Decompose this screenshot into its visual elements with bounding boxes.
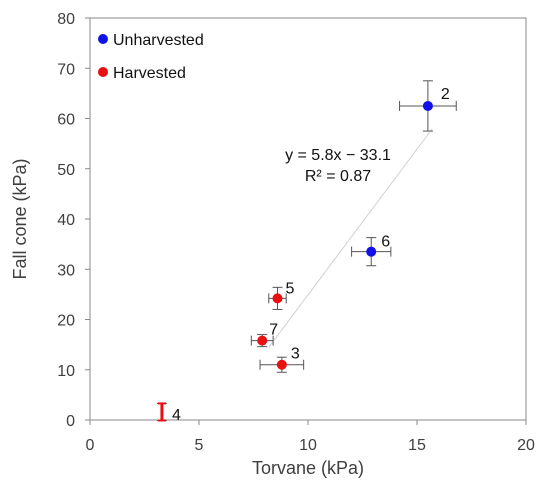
series-harvested: 5 73 4 (156, 280, 305, 424)
trendline-layer (268, 128, 433, 348)
data-point (272, 293, 283, 304)
y-tick-label: 40 (57, 212, 75, 229)
data-point (276, 359, 287, 370)
series-unharvested: 26 (351, 80, 457, 267)
y-tick-label: 50 (57, 162, 75, 179)
y-axis-title: Fall cone (kPa) (10, 158, 30, 279)
legend-marker-harvested (98, 67, 108, 77)
point-label: 6 (381, 234, 390, 251)
x-tick-label: 0 (86, 437, 95, 454)
point-label: 2 (441, 86, 450, 103)
trendline-equation-text: y = 5.8x − 33.1 (285, 147, 391, 164)
legend-label-unharvested: Unharvested (113, 32, 204, 49)
point-label: 7 (269, 322, 278, 339)
y-tick-label: 10 (57, 363, 75, 380)
x-tick-label: 5 (195, 437, 204, 454)
y-tick-label: 0 (66, 413, 75, 430)
x-tick-label: 15 (408, 437, 426, 454)
legend-marker-unharvested (98, 34, 108, 44)
point-label: 5 (285, 280, 294, 297)
x-tick-label: 10 (299, 437, 317, 454)
point-label: 3 (291, 346, 300, 363)
y-axis-ticks: 0 10 20 30 40 50 60 70 80 (57, 11, 90, 430)
trendline-equation: y = 5.8x − 33.1 R² = 0.87 (285, 147, 391, 185)
y-tick-label: 80 (57, 11, 75, 28)
data-point (422, 100, 433, 111)
x-axis-ticks: 0 5 10 15 20 (86, 420, 535, 454)
y-tick-label: 30 (57, 262, 75, 279)
trendline-r2-text: R² = 0.87 (305, 168, 371, 185)
data-point (366, 246, 377, 257)
data-point (257, 335, 268, 346)
point-label: 4 (172, 407, 181, 424)
x-axis-title: Torvane (kPa) (252, 458, 364, 478)
y-tick-label: 60 (57, 112, 75, 129)
x-tick-label: 20 (517, 437, 535, 454)
trendline (268, 128, 433, 348)
legend-label-harvested: Harvested (113, 65, 186, 82)
legend: Unharvested Harvested (98, 32, 204, 82)
y-tick-label: 20 (57, 313, 75, 330)
y-tick-label: 70 (57, 61, 75, 78)
